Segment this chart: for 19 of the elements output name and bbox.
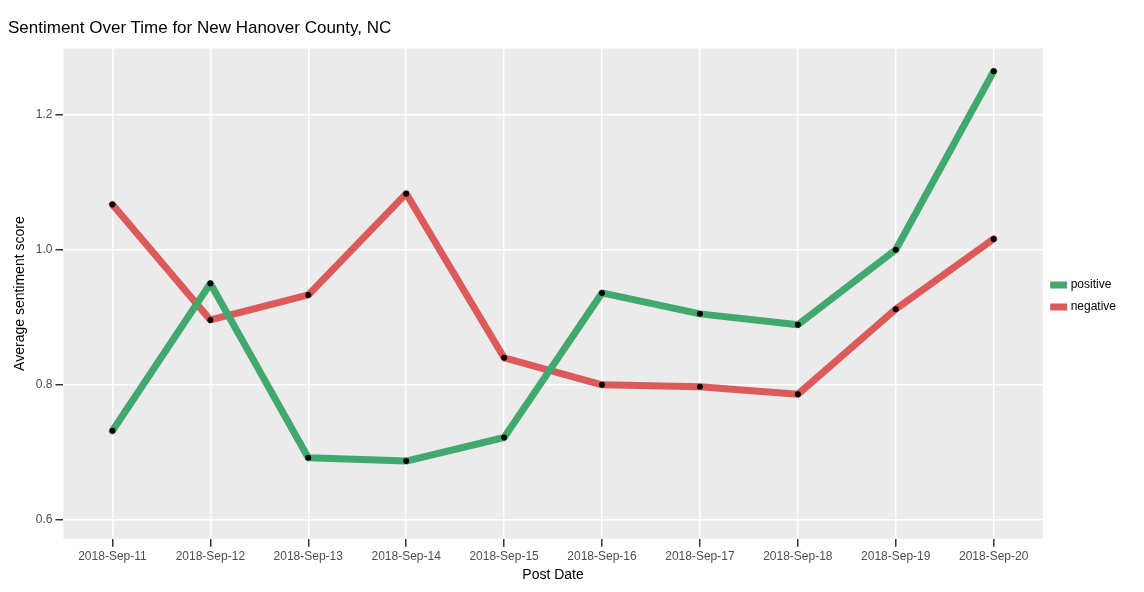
- x-tick-label: 2018-Sep-12: [175, 549, 246, 564]
- y-tick-label: 1.2: [35, 106, 53, 121]
- y-axis-title: Average sentiment score: [11, 216, 28, 371]
- y-tick-label: 1.0: [35, 242, 53, 257]
- x-tick-label: 2018-Sep-18: [763, 549, 833, 564]
- x-axis-title: Post Date: [522, 566, 584, 583]
- x-tick-label: 2018-Sep-15: [469, 549, 540, 564]
- y-tick-label: 0.8: [35, 377, 53, 392]
- x-tick-label: 2018-Sep-16: [567, 549, 638, 564]
- x-tick-label: 2018-Sep-14: [371, 549, 442, 564]
- x-tick-label: 2018-Sep-20: [958, 549, 1029, 564]
- x-tick-label: 2018-Sep-11: [78, 549, 148, 564]
- y-tick-label: 0.6: [35, 512, 53, 527]
- x-tick-label: 2018-Sep-19: [861, 549, 931, 564]
- legend-label: positive: [1070, 277, 1112, 292]
- x-tick-label: 2018-Sep-17: [665, 549, 735, 564]
- chart-title: Sentiment Over Time for New Hanover County, NC: [8, 17, 392, 37]
- legend-label: negative: [1070, 299, 1117, 314]
- x-tick-label: 2018-Sep-13: [273, 549, 344, 564]
